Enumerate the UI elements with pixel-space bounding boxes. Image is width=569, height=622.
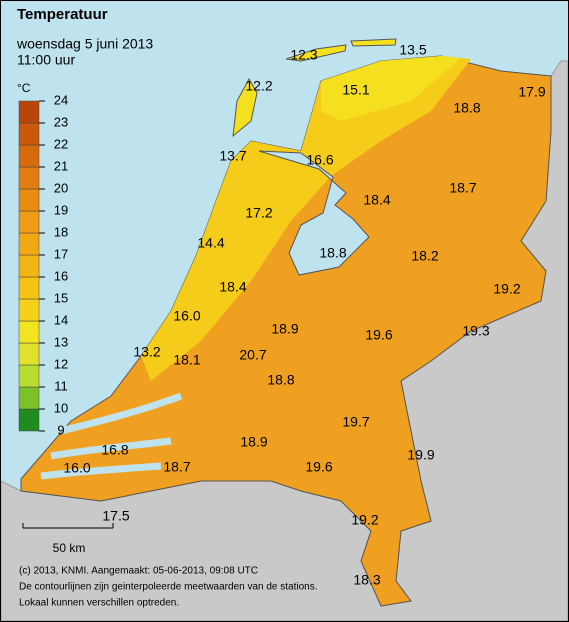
station-value: 16.6	[306, 152, 333, 168]
station-value: 19.9	[407, 447, 434, 463]
coolest-zone	[321, 56, 461, 121]
date: woensdag 5 juni 2013	[16, 36, 153, 52]
station-value: 17.2	[245, 205, 272, 221]
legend-band	[18, 342, 40, 366]
legend-band	[18, 188, 40, 212]
station-value: 18.7	[449, 180, 476, 196]
station-value: 20.7	[239, 347, 266, 363]
station-value: 18.4	[219, 279, 246, 295]
footer-line: Lokaal kunnen verschillen optreden.	[19, 598, 179, 609]
legend-tick-label: 9	[57, 422, 64, 437]
legend-tick-label: 17	[54, 246, 68, 261]
legend-tick-label: 22	[54, 136, 68, 151]
station-value: 19.2	[493, 281, 520, 297]
texel	[232, 77, 258, 138]
ijsselmeer	[258, 150, 370, 276]
legend-tick-label: 16	[54, 268, 68, 283]
station-value: 15.1	[342, 82, 369, 98]
legend-band	[18, 122, 40, 146]
station-value: 18.8	[453, 100, 480, 116]
legend-band	[18, 100, 40, 124]
station-value: 18.9	[271, 321, 298, 337]
legend-tick-label: 23	[54, 114, 68, 129]
station-value: 18.1	[173, 352, 200, 368]
station-value: 19.3	[462, 323, 489, 339]
legend-band	[18, 320, 40, 344]
island	[285, 44, 347, 62]
legend-band	[18, 364, 40, 388]
legend-band	[18, 232, 40, 256]
footer-line: De contourlijnen zijn geinterpoleerde me…	[19, 582, 318, 593]
station-value: 17.9	[518, 84, 545, 100]
station-value: 18.4	[363, 192, 390, 208]
station-value: 19.6	[365, 327, 392, 343]
station-value: 18.8	[267, 372, 294, 388]
station-value: 18.3	[353, 572, 380, 588]
estuary	[40, 392, 183, 480]
cool-zone	[141, 56, 471, 381]
island	[350, 38, 397, 47]
legend-band	[18, 254, 40, 278]
station-value: 13.7	[219, 148, 246, 164]
legend-tick-label: 18	[54, 224, 68, 239]
legend-band	[18, 276, 40, 300]
legend-tick-label: 12	[54, 356, 68, 371]
legend-band	[18, 386, 40, 410]
station-value: 19.7	[342, 414, 369, 430]
footer-line: (c) 2013, KNMI. Aangemaakt: 05-06-2013, …	[19, 566, 258, 577]
station-value: 16.0	[63, 460, 90, 476]
station-value: 16.0	[173, 308, 200, 324]
legend-tick-label: 24	[54, 92, 68, 107]
legend-tick-label: 15	[54, 290, 68, 305]
legend-tick-label: 13	[54, 334, 68, 349]
station-value: 18.2	[411, 248, 438, 264]
legend-tick-label: 10	[54, 400, 68, 415]
legend-tick-label: 21	[54, 158, 68, 173]
station-value: 19.2	[351, 512, 378, 528]
station-value: 13.2	[133, 344, 160, 360]
legend-band	[18, 210, 40, 234]
station-value: 18.8	[319, 245, 346, 261]
scale-label: 50 km	[53, 541, 86, 555]
time: 11:00 uur	[17, 52, 75, 68]
legend-tick-label: 11	[54, 378, 68, 393]
title: Temperatuur	[17, 6, 108, 23]
station-value: 12.2	[245, 78, 272, 94]
station-value: 13.5	[399, 42, 426, 58]
legend-band	[18, 144, 40, 168]
legend-band	[18, 298, 40, 322]
legend-tick-label: 14	[54, 312, 68, 327]
legend-tick-label: 19	[54, 202, 68, 217]
legend-band	[18, 408, 40, 432]
unit: °C	[17, 81, 31, 95]
station-value: 18.9	[240, 434, 267, 450]
station-value: 17.5	[102, 508, 129, 524]
station-value: 14.4	[197, 235, 224, 251]
station-value: 16.8	[101, 442, 128, 458]
legend-band	[18, 166, 40, 190]
station-value: 18.7	[163, 459, 190, 475]
station-value: 19.6	[305, 459, 332, 475]
station-value: 12.3	[290, 47, 317, 63]
legend-tick-label: 20	[54, 180, 68, 195]
